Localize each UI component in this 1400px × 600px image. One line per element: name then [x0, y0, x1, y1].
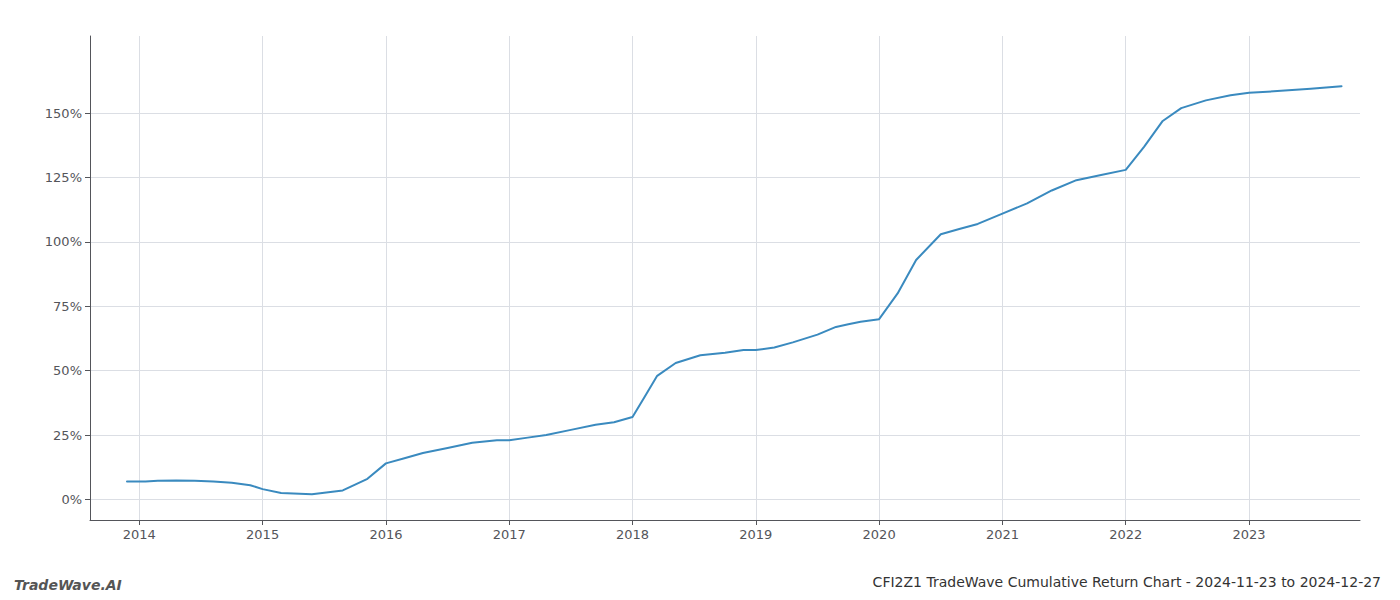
- svg-text:25%: 25%: [53, 428, 82, 443]
- svg-text:2014: 2014: [123, 527, 156, 542]
- svg-text:50%: 50%: [53, 363, 82, 378]
- svg-text:2018: 2018: [616, 527, 649, 542]
- svg-text:CFI2Z1 TradeWave Cumulative Re: CFI2Z1 TradeWave Cumulative Return Chart…: [873, 574, 1381, 590]
- svg-text:2021: 2021: [986, 527, 1019, 542]
- svg-text:125%: 125%: [45, 170, 82, 185]
- svg-text:2015: 2015: [246, 527, 279, 542]
- svg-text:2022: 2022: [1109, 527, 1142, 542]
- svg-text:100%: 100%: [45, 234, 82, 249]
- svg-text:2023: 2023: [1232, 527, 1265, 542]
- svg-text:150%: 150%: [45, 106, 82, 121]
- svg-text:2017: 2017: [493, 527, 526, 542]
- svg-text:2019: 2019: [739, 527, 772, 542]
- svg-text:TradeWave.AI: TradeWave.AI: [14, 577, 122, 593]
- svg-text:2016: 2016: [369, 527, 402, 542]
- svg-text:2020: 2020: [863, 527, 896, 542]
- svg-text:75%: 75%: [53, 299, 82, 314]
- svg-text:0%: 0%: [61, 492, 82, 507]
